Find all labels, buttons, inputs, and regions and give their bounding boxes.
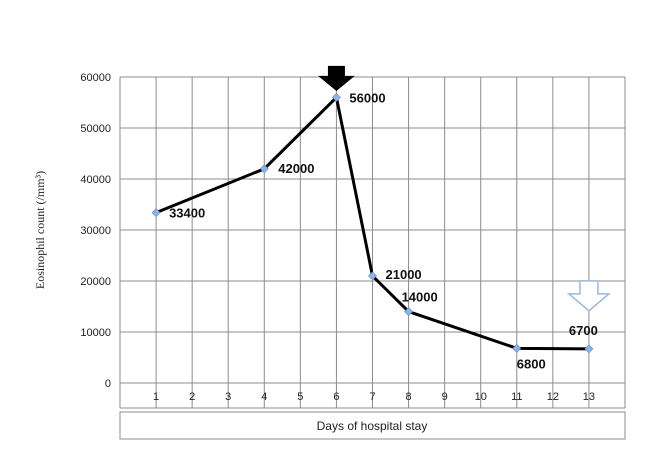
x-tick-label: 5 xyxy=(297,391,303,403)
y-tick-label: 60000 xyxy=(80,72,111,84)
data-point xyxy=(259,164,269,174)
y-tick-label: 0 xyxy=(105,378,111,390)
x-tick-label: 8 xyxy=(406,391,412,403)
x-tick-label: 3 xyxy=(225,391,231,403)
data-label: 56000 xyxy=(349,90,385,105)
data-point xyxy=(512,343,522,353)
x-tick-label: 11 xyxy=(511,391,522,403)
x-tick-label: 2 xyxy=(189,391,195,403)
arrow-down-outline-icon xyxy=(566,280,611,312)
x-tick-label: 7 xyxy=(369,391,375,403)
data-point xyxy=(368,271,377,281)
data-point xyxy=(404,307,413,317)
x-axis-label: Days of hospital stay xyxy=(317,419,428,433)
data-point xyxy=(332,92,341,102)
data-labels: 33400 42000 56000 21000 14000 6800 6700 xyxy=(169,90,598,371)
x-axis-label-box xyxy=(119,411,626,440)
data-point xyxy=(584,344,594,354)
grid xyxy=(119,76,626,409)
y-tick-label: 30000 xyxy=(80,225,111,237)
x-tick-label: 10 xyxy=(475,391,487,403)
data-markers xyxy=(151,92,594,354)
y-tick-label: 50000 xyxy=(80,123,111,135)
y-axis-label: Eosinophil count (/mm³) xyxy=(33,171,47,289)
x-tick-label: 12 xyxy=(547,391,559,403)
y-tick-label: 10000 xyxy=(80,327,111,339)
data-label: 6800 xyxy=(517,356,546,371)
data-label: 14000 xyxy=(402,290,438,305)
data-label: 21000 xyxy=(386,267,422,282)
data-label: 42000 xyxy=(278,161,314,176)
data-point xyxy=(151,208,161,218)
data-label: 33400 xyxy=(169,206,205,221)
x-tick-label: 6 xyxy=(333,391,339,403)
x-tick-label: 4 xyxy=(261,391,267,403)
arrow-down-filled-icon xyxy=(318,65,355,92)
annotation-arrows xyxy=(318,65,611,312)
x-tick-label: 13 xyxy=(583,391,595,403)
x-tick-label: 1 xyxy=(153,391,159,403)
data-label: 6700 xyxy=(569,323,598,338)
y-tick-label: 40000 xyxy=(80,174,111,186)
y-tick-label: 20000 xyxy=(80,276,111,288)
x-tick-label: 9 xyxy=(442,391,448,403)
